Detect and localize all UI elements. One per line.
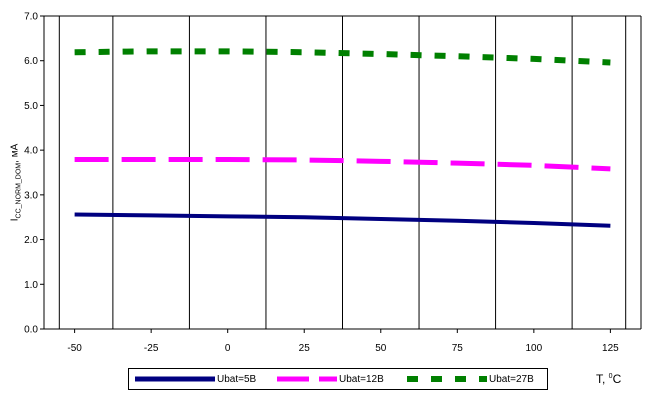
x-axis-title: T, 0C: [596, 372, 621, 386]
data-point-series-1: [304, 217, 305, 218]
data-point-series-3: [380, 54, 381, 55]
legend-item-ubat12: Ubat=12В: [277, 369, 384, 389]
series-line-3: [74, 48, 611, 66]
data-point-series-2: [610, 168, 611, 169]
data-point-series-2: [304, 159, 305, 160]
y-tick-label: 3.0: [24, 190, 38, 201]
data-point-series-3: [151, 51, 152, 52]
data-point-series-2: [227, 159, 228, 160]
y-tick-label: 7.0: [24, 12, 38, 23]
x-tick-label: 0: [225, 343, 231, 354]
data-point-series-3: [457, 56, 458, 57]
legend-swatch-ubat5: [135, 376, 215, 382]
legend: Ubat=5В Ubat=12В Ubat=27В: [128, 368, 548, 390]
x-axis-title-unit: C: [612, 372, 622, 386]
data-point-series-1: [151, 215, 152, 216]
x-tick-label: -50: [67, 343, 82, 354]
series-line-2: [74, 157, 611, 172]
data-point-series-2: [380, 161, 381, 162]
legend-label-ubat12: Ubat=12В: [339, 373, 384, 385]
data-point-series-2: [151, 159, 152, 160]
data-point-series-2: [457, 163, 458, 164]
data-point-series-1: [74, 214, 75, 215]
y-tick-label: 1.0: [24, 280, 38, 291]
axes: [43, 16, 641, 330]
series-group: [74, 48, 611, 228]
x-ticks: -50 -25 0 25 50 75 100 125: [67, 329, 619, 354]
y-tick-label: 5.0: [24, 101, 38, 112]
x-tick-label: 100: [526, 343, 543, 354]
data-point-series-3: [533, 58, 534, 59]
data-point-series-3: [227, 51, 228, 52]
data-point-series-3: [610, 62, 611, 63]
legend-label-ubat27: Ubat=27В: [489, 373, 534, 385]
y-tick-label: 0.0: [24, 325, 38, 336]
gridlines: [44, 15, 642, 329]
data-point-series-2: [74, 159, 75, 160]
data-point-series-1: [457, 220, 458, 221]
y-axis-title: ICC_NORM_DOM, мА: [10, 73, 23, 293]
x-tick-label: 75: [452, 343, 464, 354]
data-point-series-1: [380, 219, 381, 220]
x-axis-title-main: T,: [596, 372, 609, 386]
y-axis-title-unit: , мА: [9, 143, 21, 163]
data-point-series-2: [533, 165, 534, 166]
data-point-series-1: [533, 223, 534, 224]
data-point-series-3: [74, 52, 75, 53]
y-axis-title-subscript: CC_NORM_DOM: [15, 162, 23, 219]
x-axis-title-superscript: 0: [608, 373, 613, 380]
x-tick-label: 25: [299, 343, 311, 354]
y-tick-label: 6.0: [24, 56, 38, 67]
legend-item-ubat27: Ubat=27В: [407, 369, 534, 389]
series-line-1: [74, 212, 611, 228]
legend-label-ubat5: Ubat=5В: [217, 373, 257, 385]
legend-swatch-ubat27: [407, 376, 487, 382]
x-tick-label: 125: [602, 343, 619, 354]
data-point-series-1: [227, 216, 228, 217]
legend-item-ubat5: Ubat=5В: [135, 369, 256, 389]
y-tick-label: 2.0: [24, 235, 38, 246]
data-point-series-3: [304, 52, 305, 53]
y-ticks: 0.0 1.0 2.0 3.0 4.0 5.0 6.0 7.0: [24, 12, 44, 336]
legend-swatch-ubat12: [277, 376, 337, 382]
data-point-series-1: [610, 225, 611, 226]
y-axis-title-main: I: [9, 218, 21, 222]
x-tick-label: 50: [375, 343, 387, 354]
x-tick-label: -25: [144, 343, 159, 354]
y-tick-label: 4.0: [24, 146, 38, 157]
